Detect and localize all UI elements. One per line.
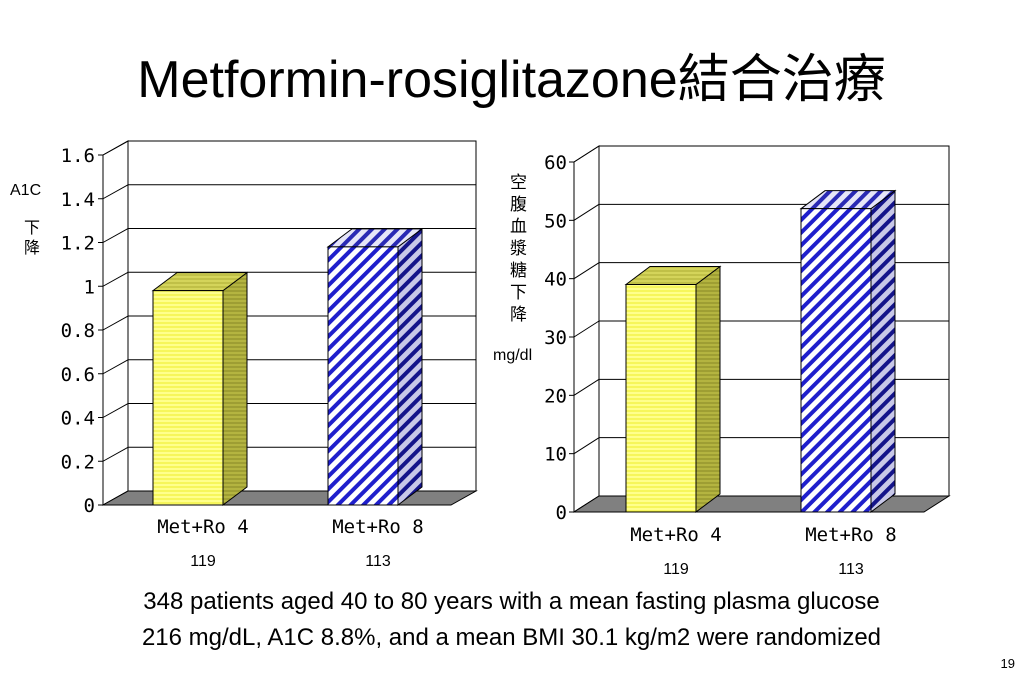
chart2-category-label: Met+Ro 8 <box>805 524 897 546</box>
chart2-ylabel: 空腹血漿糖下降 <box>510 173 527 325</box>
chart1-gridline-side <box>102 140 129 156</box>
chart2-yunit: mg/dl <box>493 347 532 364</box>
chart2-ytick-label: 40 <box>544 269 567 291</box>
chart1-gridline-side <box>102 184 129 200</box>
chart1-gridline-side <box>102 446 129 462</box>
chart1-n-label-met-ro-8: 113 <box>365 553 391 570</box>
chart2-plot: 0 10 20 30 40 50 60 Met+Ro 4 Met+Ro 8 <box>544 145 951 546</box>
chart2-gridline-side <box>573 203 600 221</box>
chart1-ytick-label: 0.2 <box>61 451 95 473</box>
chart1-ytick-label: 1.4 <box>61 189 95 211</box>
chart1-n-label-met-ro-4: 119 <box>190 553 216 570</box>
chart1-ytick-label: 0.4 <box>61 408 95 430</box>
chart1-ylabel-line1: A1C 下降 <box>10 182 41 257</box>
chart2-ytick-label: 0 <box>556 502 567 524</box>
chart2-category-label: Met+Ro 4 <box>630 524 722 546</box>
chart1-ytick-label: 0 <box>84 495 95 517</box>
chart2-bar-met-ro-4 <box>625 284 697 513</box>
chart2-ytick-label: 30 <box>544 327 567 349</box>
chart1-ytick-label: 1.6 <box>61 145 95 167</box>
chart2-bar-met-ro-8 <box>800 208 872 513</box>
chart2-gridline-side <box>573 320 600 338</box>
chart1-gridline-side <box>102 228 129 243</box>
chart2-n-label-met-ro-4: 119 <box>663 561 689 578</box>
chart1-ytick-label: 0.8 <box>61 320 95 342</box>
chart1-plot: 0 0.2 0.4 0.6 0.8 1 1.2 1.4 1.6 Met+Ro 4 Met+Ro 8 <box>61 140 478 538</box>
chart2-ytick-label: 20 <box>544 385 567 407</box>
chart2-bar-side-met-ro-4 <box>695 265 721 513</box>
chart2-gridline-side <box>573 378 600 396</box>
chart2-gridline-side <box>573 437 600 455</box>
chart1-gridline-side <box>102 315 129 331</box>
chart2-ytick-label: 50 <box>544 210 567 232</box>
chart1-bar-side-met-ro-4 <box>222 271 248 506</box>
footnote-line-1: 348 patients aged 40 to 80 years with a … <box>143 588 880 615</box>
chart1-gridline-side <box>102 271 129 287</box>
footnote-line-2: 216 mg/dL, A1C 8.8%, and a mean BMI 30.1… <box>141 624 882 651</box>
chart1-bar-met-ro-4 <box>152 290 224 506</box>
chart1-ytick-label: 0.6 <box>61 364 95 386</box>
chart2-ytick-label: 60 <box>544 152 567 174</box>
page-number: 19 <box>1000 656 1015 671</box>
chart1-gridline-side <box>102 359 129 375</box>
chart2-n-label-met-ro-8: 113 <box>838 561 864 578</box>
chart1-category-label: Met+Ro 4 <box>157 516 249 538</box>
chart1-ytick-label: 1.2 <box>61 233 95 255</box>
chart1-category-label: Met+Ro 8 <box>332 516 424 538</box>
chart2-ytick-label: 10 <box>544 444 567 466</box>
chart2-gridline-side <box>573 145 600 163</box>
chart1-gridline-side <box>102 403 129 418</box>
chart2-gridline-side <box>573 262 600 280</box>
chart1-bar-met-ro-8 <box>327 246 399 506</box>
chart2-bar-side-met-ro-8 <box>870 189 896 513</box>
chart1-bar-side-met-ro-8 <box>397 227 423 506</box>
slide-title: Metformin-rosiglitazone結合治療 <box>137 51 886 109</box>
chart1-ytick-label: 1 <box>84 276 95 298</box>
